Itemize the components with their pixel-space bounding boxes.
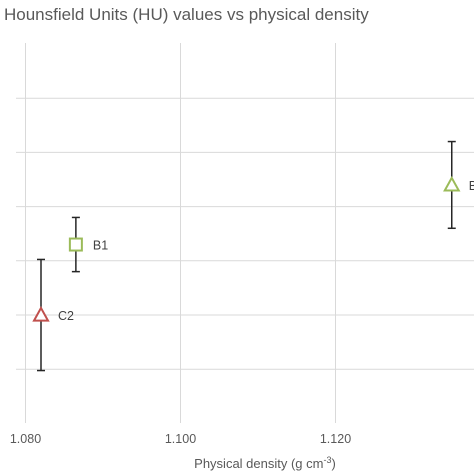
triangle-marker bbox=[443, 175, 461, 192]
data-points: C2 B1 B2 bbox=[32, 140, 474, 372]
x-tick-label: 1.100 bbox=[165, 432, 196, 446]
point-label: B1 bbox=[93, 239, 108, 253]
x-tick-label: 1.080 bbox=[10, 432, 41, 446]
x-tick-label: 1.120 bbox=[320, 432, 351, 446]
x-axis-label-end: ) bbox=[332, 456, 336, 471]
chart-title: Hounsfield Units (HU) values vs physical… bbox=[4, 5, 369, 24]
point-label: B2 bbox=[469, 179, 474, 193]
square-marker bbox=[68, 237, 83, 252]
x-axis-label: Physical density (g cm-3) bbox=[194, 455, 336, 471]
x-axis-label-main: Physical density (g cm bbox=[194, 456, 323, 471]
gridlines bbox=[16, 43, 474, 423]
x-axis-label-superscript: -3 bbox=[323, 455, 331, 465]
point-label: C2 bbox=[58, 309, 74, 323]
triangle-marker bbox=[32, 305, 50, 322]
